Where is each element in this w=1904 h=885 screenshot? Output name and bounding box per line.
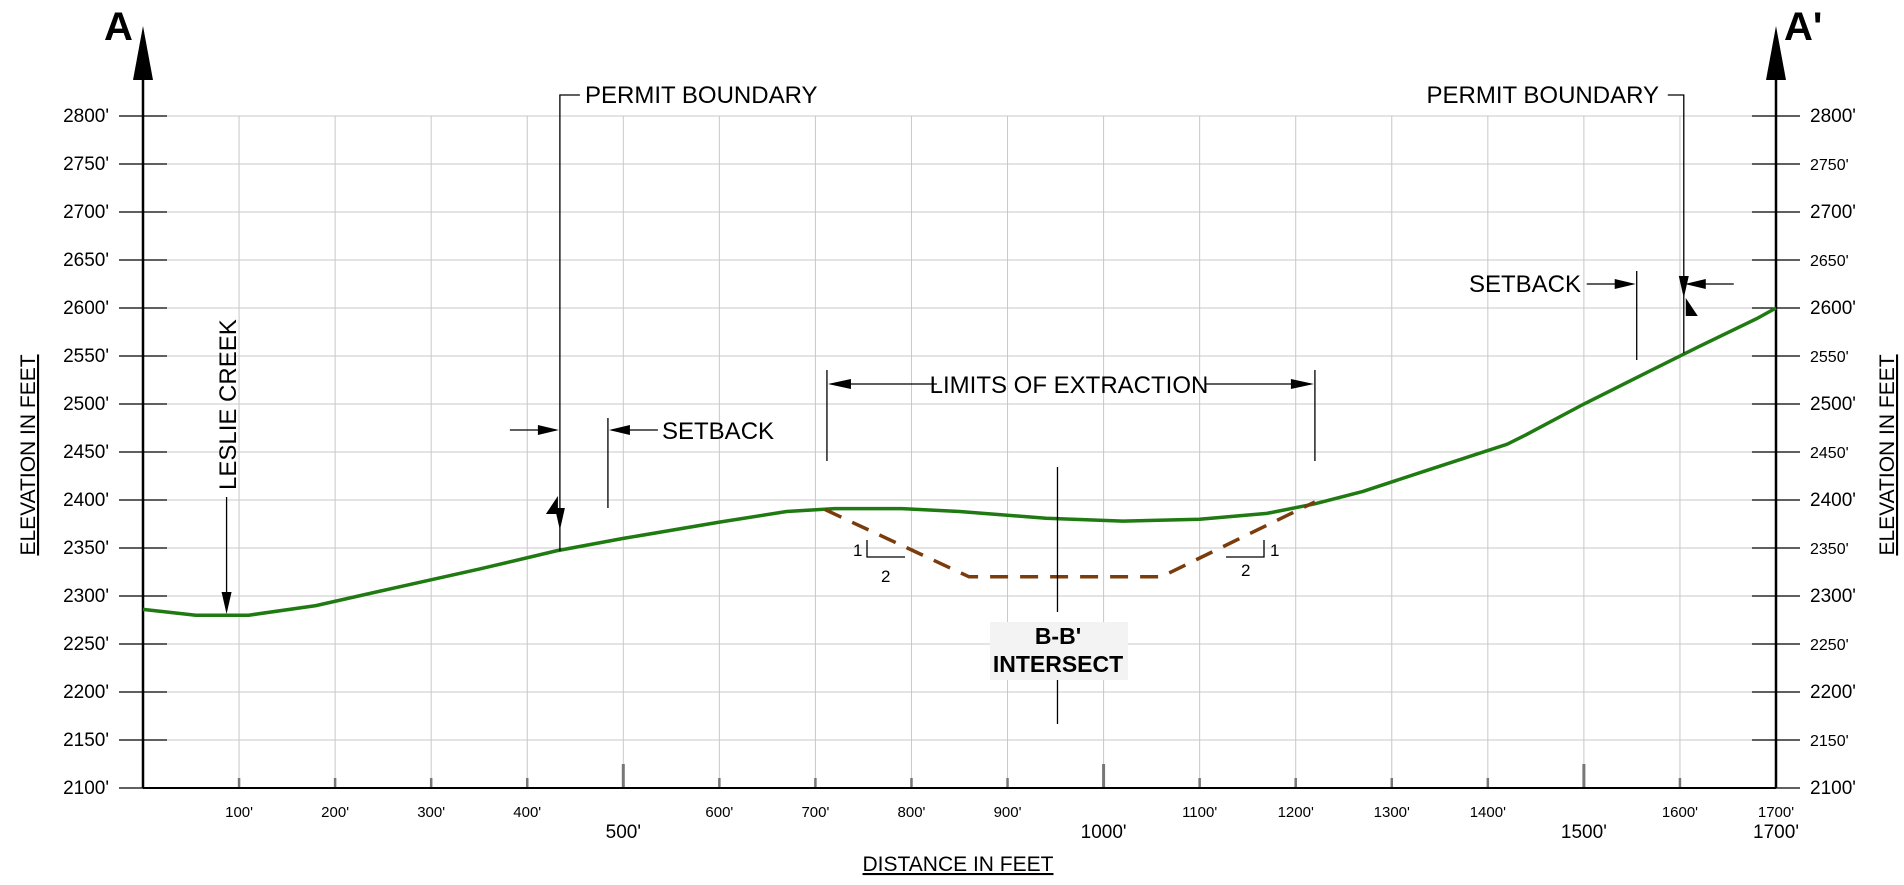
profile-lines (142, 306, 1777, 617)
y-tick-label-right: 2200' (1810, 682, 1856, 703)
boundary-flag-icon (1685, 298, 1698, 316)
slope-symbol-right (1226, 540, 1265, 558)
y-tick-label-left: 2400' (63, 490, 109, 511)
x-tick-label: 100' (225, 804, 253, 821)
limits-of-extraction-label: LIMITS OF EXTRACTION (930, 372, 1209, 399)
y-tick-label-left: 2500' (63, 394, 109, 415)
arrow-up-right-icon (1766, 26, 1786, 80)
arrow-left-icon (827, 379, 851, 389)
y-axis-title-right: ELEVATION IN FEET (1876, 354, 1899, 555)
y-tick-label-left: 2750' (63, 154, 109, 175)
permit-boundary-left-label: PERMIT BOUNDARY (585, 82, 818, 109)
permit-boundary-right-label: PERMIT BOUNDARY (1427, 82, 1660, 109)
y-tick-label-right: 2650' (1810, 253, 1849, 270)
y-tick-label-left: 2200' (63, 682, 109, 703)
x-major-label: 1500' (1561, 822, 1607, 843)
slope-right-rise: 1 (1270, 541, 1279, 560)
y-tick-label-left: 2600' (63, 298, 109, 319)
y-tick-label-right: 2100' (1810, 778, 1856, 799)
x-tick-label: 1300' (1374, 804, 1410, 821)
x-tick-label: 400' (513, 804, 541, 821)
boundary-flag-icon (545, 496, 558, 514)
leslie-creek-label: LESLIE CREEK (215, 319, 242, 490)
y-tick-label-left: 2450' (63, 442, 109, 463)
arrow-left-icon (608, 425, 630, 435)
x-major-label: 500' (606, 822, 641, 843)
permit-boundary-left-leader (559, 94, 580, 551)
x-tick-label: 300' (417, 804, 445, 821)
y-tick-label-right: 2350' (1810, 541, 1849, 558)
y-tick-label-left: 2300' (63, 586, 109, 607)
y-axis-title-left: ELEVATION IN FEET (17, 354, 40, 555)
y-tick-labels: 2800' 2800' 2750' 2750' 2700' 2700' 2650' 2650'… (63, 106, 1856, 799)
annotation-markers (221, 94, 1734, 724)
slope-symbol-left (866, 540, 905, 558)
arrow-down-icon (221, 592, 232, 614)
y-tick-label-right: 2250' (1810, 637, 1849, 654)
y-tick-label-right: 2300' (1810, 586, 1856, 607)
permit-boundary-right-leader (1667, 94, 1685, 353)
intersect-label-bg (990, 622, 1128, 680)
ground-surface-line (142, 306, 1777, 617)
y-tick-label-right: 2800' (1810, 106, 1856, 127)
x-tick-label: 1700' (1758, 804, 1794, 821)
x-major-label: 1000' (1081, 822, 1127, 843)
x-tick-label: 900' (994, 804, 1022, 821)
y-tick-label-right: 2500' (1810, 394, 1856, 415)
axes (119, 26, 1800, 789)
y-tick-label-left: 2250' (63, 634, 109, 655)
arrow-right-icon (1290, 379, 1314, 389)
arrow-left-icon (1684, 279, 1706, 289)
x-tick-label: 1100' (1182, 804, 1217, 821)
x-tick-label: 1200' (1278, 804, 1314, 821)
y-tick-label-right: 2400' (1810, 490, 1856, 511)
y-tick-label-right: 2600' (1810, 298, 1856, 319)
section-start-label: A (104, 5, 133, 49)
y-tick-label-right: 2150' (1810, 733, 1849, 750)
setback-right-label: SETBACK (1469, 271, 1581, 298)
y-tick-label-right: 2750' (1810, 157, 1849, 174)
x-tick-label: 600' (705, 804, 733, 821)
slope-left-run: 2 (881, 567, 890, 586)
y-tick-label-left: 2650' (63, 250, 109, 271)
y-tick-label-left: 2800' (63, 106, 109, 127)
x-tick-label: 1400' (1470, 804, 1506, 821)
slope-left-rise: 1 (853, 541, 862, 560)
intersect-label-line1: B-B' (1035, 623, 1081, 649)
x-axis-title: DISTANCE IN FEET (863, 853, 1054, 876)
arrow-down-icon (1678, 276, 1689, 298)
x-tick-label: 700' (801, 804, 829, 821)
section-end-label: A' (1784, 5, 1822, 49)
x-tick-label: 200' (321, 804, 349, 821)
x-tick-labels: 100' 200' 300' 400' 600' 700' 800' 900' 1100' 120… (225, 804, 1799, 843)
y-tick-label-right: 2700' (1810, 202, 1856, 223)
x-tick-label: 800' (898, 804, 926, 821)
grid (143, 115, 1776, 789)
y-tick-label-left: 2350' (63, 538, 109, 559)
arrow-up-left-icon (133, 26, 153, 80)
y-tick-label-left: 2100' (63, 778, 109, 799)
arrow-right-icon (1614, 279, 1636, 289)
slope-right-run: 2 (1241, 561, 1250, 580)
y-tick-label-left: 2700' (63, 202, 109, 223)
extraction-profile-line (824, 500, 1316, 579)
x-tick-label: 1600' (1662, 804, 1698, 821)
setback-left-label: SETBACK (662, 418, 774, 445)
y-tick-label-left: 2150' (63, 730, 109, 751)
intersect-label-line2: INTERSECT (993, 651, 1123, 677)
y-tick-label-right: 2450' (1810, 445, 1849, 462)
x-major-label: 1700' (1753, 822, 1799, 843)
y-tick-label-left: 2550' (63, 346, 109, 367)
arrow-right-icon (537, 425, 559, 435)
y-tick-label-right: 2550' (1810, 349, 1849, 366)
